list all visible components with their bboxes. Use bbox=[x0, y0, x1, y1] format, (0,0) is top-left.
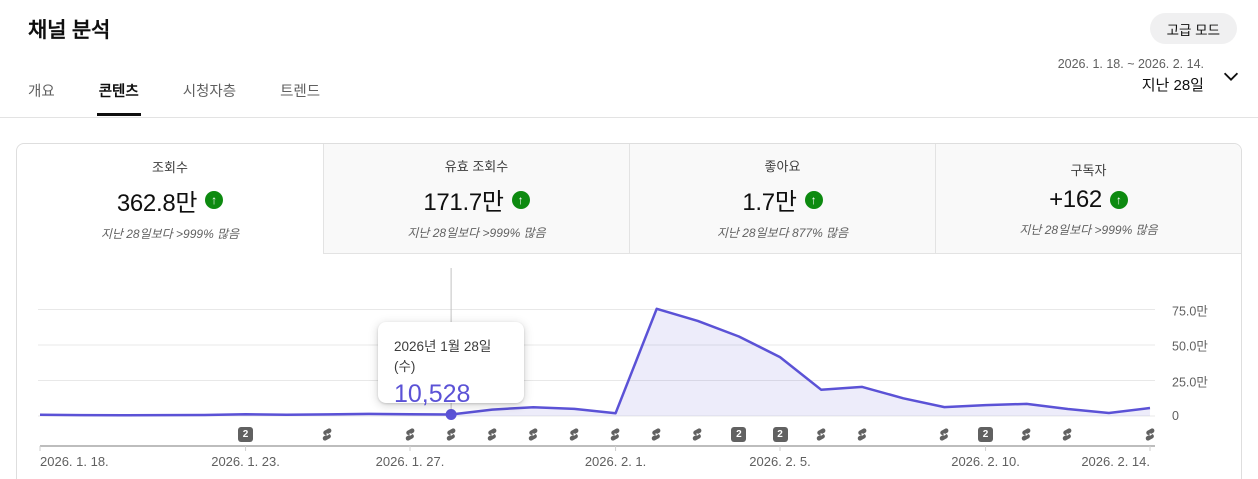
metric-title: 좋아요 bbox=[764, 159, 801, 174]
trend-up-icon: ↑ bbox=[511, 190, 530, 209]
date-range-preset: 지난 28일 bbox=[1141, 77, 1204, 94]
x-axis-label: 2026. 2. 10. bbox=[951, 454, 1020, 469]
metric-value: 362.8만 bbox=[116, 189, 198, 217]
highlighted-data-point[interactable] bbox=[445, 409, 457, 421]
shorts-icon[interactable] bbox=[937, 427, 952, 442]
analytics-panel: 조회수 362.8만 ↑ 지난 28일보다 >999% 많음 유효 조회수 171.7만 ↑… bbox=[16, 143, 1242, 479]
metric-delta: 지난 28일보다 >999% 많음 bbox=[1019, 222, 1158, 237]
metric-delta: 지난 28일보다 >999% 많음 bbox=[407, 226, 546, 240]
shorts-icon[interactable] bbox=[855, 427, 870, 442]
metric-card-조회수[interactable]: 조회수 362.8만 ↑ 지난 28일보다 >999% 많음 bbox=[17, 144, 323, 254]
x-axis-label: 2026. 1. 18. bbox=[40, 454, 109, 469]
x-axis-label: 2026. 1. 23. bbox=[211, 454, 280, 469]
shorts-icon[interactable] bbox=[444, 427, 459, 442]
shorts-icon[interactable] bbox=[526, 427, 541, 442]
shorts-icon[interactable] bbox=[649, 427, 664, 442]
x-axis-label: 2026. 2. 5. bbox=[749, 454, 811, 469]
metric-value: 1.7만 bbox=[742, 189, 797, 216]
video-count-badge[interactable]: 2 bbox=[731, 427, 747, 442]
metric-card-좋아요[interactable]: 좋아요 1.7만 ↑ 지난 28일보다 877% 많음 bbox=[629, 144, 935, 254]
tooltip-date: 2026년 1월 28일 (수) bbox=[394, 339, 492, 374]
tabs-divider bbox=[0, 117, 1258, 118]
video-count-badge[interactable]: 2 bbox=[978, 427, 994, 442]
metric-value: 171.7만 bbox=[423, 189, 504, 216]
shorts-icon[interactable] bbox=[1143, 427, 1158, 442]
video-count-label: 2 bbox=[731, 427, 747, 442]
video-count-label: 2 bbox=[238, 427, 254, 442]
video-count-badge[interactable]: 2 bbox=[238, 427, 254, 442]
metric-value: +162 bbox=[1049, 185, 1102, 213]
page-title: 채널 분석 bbox=[28, 19, 111, 42]
y-axis-label: 50.0만 bbox=[1172, 339, 1208, 354]
shorts-icon[interactable] bbox=[690, 427, 705, 442]
y-axis-label: 0 bbox=[1172, 409, 1179, 423]
metric-title: 유효 조회수 bbox=[444, 159, 509, 174]
video-count-label: 2 bbox=[772, 427, 788, 442]
x-axis-label: 2026. 1. 27. bbox=[375, 454, 445, 469]
metric-cards: 조회수 362.8만 ↑ 지난 28일보다 >999% 많음 유효 조회수 171.7만 ↑… bbox=[17, 144, 1241, 254]
tab-4[interactable]: 트렌드 bbox=[280, 84, 321, 100]
date-range-selector[interactable]: 2026. 1. 18. ~ 2026. 2. 14. 지난 28일 bbox=[1058, 57, 1242, 95]
y-axis-label: 25.0만 bbox=[1172, 375, 1208, 389]
tab-1[interactable]: 개요 bbox=[28, 84, 55, 100]
shorts-icon[interactable] bbox=[403, 427, 418, 442]
shorts-icon[interactable] bbox=[608, 427, 623, 442]
tab-3[interactable]: 시청자층 bbox=[182, 84, 237, 100]
metric-card-구독자[interactable]: 구독자 +162 ↑ 지난 28일보다 >999% 많음 bbox=[935, 144, 1241, 254]
shorts-icon[interactable] bbox=[485, 427, 500, 442]
video-count-badge[interactable]: 2 bbox=[772, 427, 788, 442]
analytics-tabs: 개요 콘텐츠 시청자층 트렌드 bbox=[28, 80, 320, 116]
shorts-icon[interactable] bbox=[1060, 427, 1075, 442]
tab-2[interactable]: 콘텐츠 bbox=[96, 80, 141, 116]
metric-title: 구독자 bbox=[1070, 162, 1107, 178]
video-count-label: 2 bbox=[978, 427, 994, 442]
tooltip-value: 10,528 bbox=[394, 380, 471, 408]
shorts-icon[interactable] bbox=[814, 427, 829, 442]
date-range-text: 2026. 1. 18. ~ 2026. 2. 14. bbox=[1057, 57, 1204, 71]
x-axis-label: 2026. 2. 14. bbox=[1081, 454, 1150, 469]
metric-title: 조회수 bbox=[152, 159, 188, 175]
trend-up-icon: ↑ bbox=[804, 190, 823, 209]
chevron-down-icon[interactable] bbox=[1220, 65, 1242, 87]
trend-up-icon: ↑ bbox=[205, 191, 224, 209]
trend-up-icon: ↑ bbox=[1109, 190, 1128, 209]
shorts-icon[interactable] bbox=[567, 427, 582, 442]
y-axis-label: 75.0만 bbox=[1172, 304, 1208, 318]
metric-delta: 지난 28일보다 877% 많음 bbox=[716, 226, 849, 240]
metric-card-유효 조회수[interactable]: 유효 조회수 171.7만 ↑ 지난 28일보다 >999% 많음 bbox=[323, 144, 629, 254]
metric-delta: 지난 28일보다 >999% 많음 bbox=[100, 226, 240, 241]
x-axis-label: 2026. 2. 1. bbox=[584, 454, 647, 469]
shorts-icon[interactable] bbox=[1019, 427, 1034, 442]
shorts-icon[interactable] bbox=[320, 427, 335, 442]
advanced-mode-button[interactable]: 고급 모드 bbox=[1149, 13, 1237, 44]
chart-tooltip: 2026년 1월 28일 (수) 10,528 bbox=[378, 322, 524, 408]
